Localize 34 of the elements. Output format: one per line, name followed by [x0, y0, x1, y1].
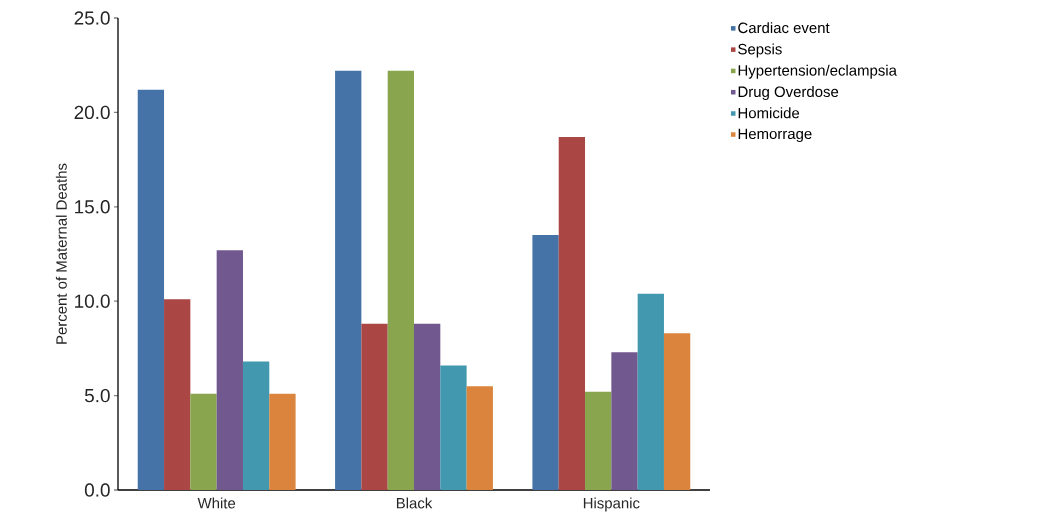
y-axis-title: Percent of Maternal Deaths	[55, 163, 67, 344]
y-tick-label: 20.0	[74, 105, 110, 120]
bar	[242, 361, 270, 490]
bar	[190, 393, 217, 490]
bar	[663, 333, 691, 490]
bar	[558, 136, 586, 490]
y-tick-label: 10.0	[75, 294, 110, 308]
bar	[585, 391, 612, 490]
bar	[164, 299, 191, 490]
y-tick-label: 5.0	[84, 388, 110, 403]
legend-label: Cardiac event	[738, 22, 830, 34]
legend-label: Hypertension/eclampsia	[738, 64, 897, 79]
bar	[611, 352, 638, 490]
bar	[269, 393, 296, 490]
bar	[361, 323, 388, 490]
bar	[137, 89, 165, 490]
x-tick-label: White	[197, 497, 236, 509]
y-tick-label: 25.0	[74, 11, 110, 25]
legend-label: Homicide	[738, 107, 800, 119]
legend-label: Sepsis	[738, 43, 782, 58]
x-tick-label: Black	[396, 497, 433, 509]
bar	[466, 386, 493, 490]
bar	[387, 70, 414, 490]
bar	[532, 235, 559, 490]
y-tick-label: 15.0	[75, 200, 110, 214]
bar	[216, 250, 243, 490]
bar	[637, 293, 664, 490]
bar	[335, 70, 362, 490]
legend-label: Hemorrage	[738, 128, 812, 143]
x-tick-label: Hispanic	[583, 497, 640, 512]
legend-label: Drug Overdose	[738, 86, 839, 100]
y-tick-label: 0.0	[84, 483, 110, 497]
bar	[440, 365, 467, 490]
bar	[414, 323, 441, 490]
